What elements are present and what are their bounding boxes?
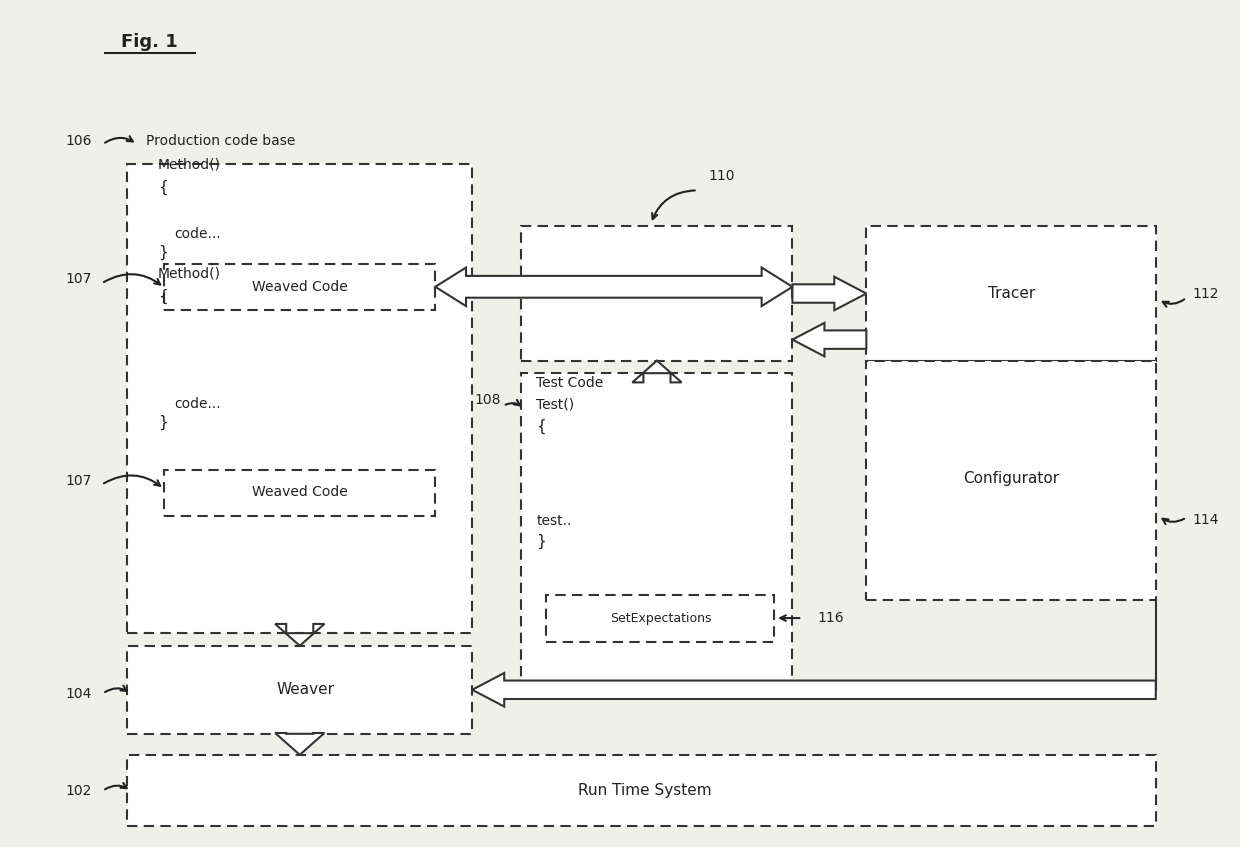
Text: Tracer: Tracer (988, 286, 1035, 301)
Polygon shape (792, 277, 867, 310)
Text: test..: test.. (536, 514, 572, 529)
Text: 106: 106 (66, 134, 92, 148)
Text: {: { (536, 418, 546, 434)
FancyBboxPatch shape (164, 264, 435, 310)
Text: 107: 107 (66, 272, 92, 286)
Text: code...: code... (174, 227, 221, 241)
Text: Configurator: Configurator (963, 471, 1060, 485)
Text: {: { (159, 180, 167, 195)
Text: Mock Framework: Mock Framework (593, 286, 722, 301)
Polygon shape (472, 673, 1156, 706)
Polygon shape (275, 624, 325, 645)
Text: 107: 107 (66, 473, 92, 488)
Polygon shape (275, 733, 325, 755)
Text: SetExpectations: SetExpectations (610, 612, 712, 624)
Text: Weaved Code: Weaved Code (252, 485, 347, 499)
Text: Method(): Method() (159, 158, 221, 172)
Text: 102: 102 (66, 783, 92, 798)
Text: Production code base: Production code base (146, 135, 295, 148)
Text: {: { (159, 288, 167, 303)
FancyBboxPatch shape (128, 645, 472, 734)
FancyBboxPatch shape (522, 226, 792, 361)
Text: 116: 116 (817, 611, 843, 625)
Text: 110: 110 (709, 169, 735, 183)
Text: 114: 114 (1193, 513, 1219, 527)
Text: code...: code... (174, 397, 221, 411)
Text: Weaved Code: Weaved Code (252, 280, 347, 294)
Text: Run Time System: Run Time System (578, 783, 712, 799)
Text: 112: 112 (1193, 286, 1219, 301)
FancyBboxPatch shape (522, 374, 792, 688)
Text: 104: 104 (66, 687, 92, 700)
Polygon shape (435, 268, 792, 306)
Text: }: } (159, 415, 167, 430)
Text: Test(): Test() (536, 398, 574, 412)
FancyBboxPatch shape (867, 361, 1156, 600)
Text: 108: 108 (475, 393, 501, 407)
Text: Test Code: Test Code (536, 376, 604, 390)
FancyBboxPatch shape (867, 226, 1156, 361)
Polygon shape (792, 323, 867, 357)
FancyBboxPatch shape (546, 595, 774, 641)
FancyBboxPatch shape (128, 163, 472, 634)
Text: Fig. 1: Fig. 1 (122, 33, 177, 51)
FancyBboxPatch shape (164, 469, 435, 516)
FancyBboxPatch shape (128, 755, 1156, 826)
Polygon shape (632, 361, 682, 382)
Text: Method(): Method() (159, 267, 221, 281)
Text: Weaver: Weaver (277, 682, 335, 697)
Text: }: } (536, 534, 546, 550)
Text: }: } (159, 245, 167, 260)
